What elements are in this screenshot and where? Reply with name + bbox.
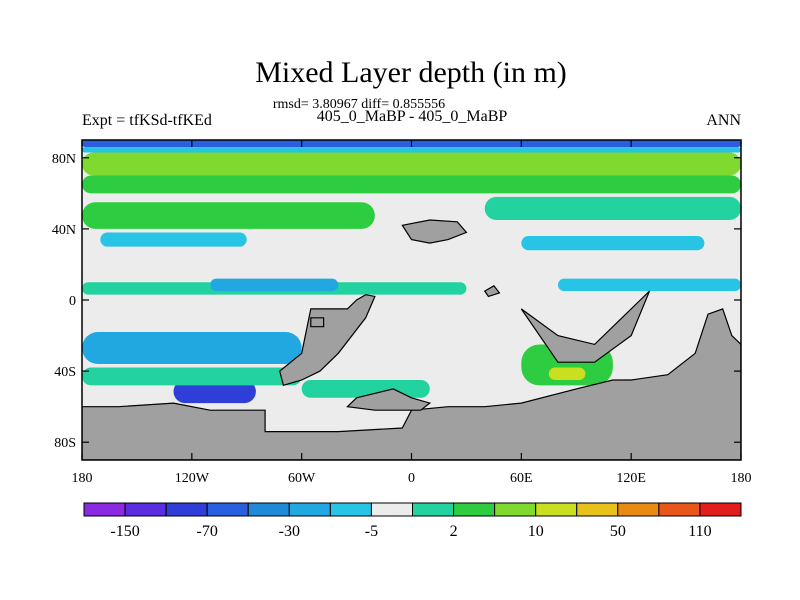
y-tick-label-0: 80N xyxy=(52,152,76,167)
colorbar-box-8 xyxy=(412,502,455,517)
colorbar-box-1 xyxy=(124,502,167,517)
land-mass-0 xyxy=(82,308,741,460)
colorbar-label-5: 10 xyxy=(528,523,544,540)
x-tick-label-2: 60W xyxy=(288,471,316,486)
y-tick-label-4: 80S xyxy=(54,436,76,451)
field-zone-13 xyxy=(82,367,302,386)
colorbar: -150 -70 -30 -5 2 10 50 110 xyxy=(83,502,742,540)
colorbar-label-3: -5 xyxy=(365,523,378,540)
y-tick-label-1: 40N xyxy=(52,223,76,238)
field-zone-12 xyxy=(173,380,256,404)
colorbar-box-7 xyxy=(370,502,413,517)
map-axes: 180 120W 60W 0 60E 120E 180 80N 40N 0 40S 80S xyxy=(52,140,752,486)
field-zone-5 xyxy=(484,196,741,220)
map-plot-area xyxy=(81,139,742,461)
colorbar-box-4 xyxy=(247,502,290,517)
colorbar-box-12 xyxy=(576,502,619,517)
field-zone-7 xyxy=(521,236,705,251)
colorbar-box-3 xyxy=(206,502,249,517)
field-zone-2 xyxy=(82,152,741,176)
colorbar-label-4: 2 xyxy=(450,523,458,540)
field-zone-3 xyxy=(82,175,741,194)
colorbar-box-0 xyxy=(83,502,126,517)
colorbar-box-2 xyxy=(165,502,208,517)
colorbar-box-11 xyxy=(535,502,578,517)
colorbar-box-6 xyxy=(329,502,372,517)
land-mass-1 xyxy=(279,294,376,387)
field-zone-9 xyxy=(210,278,339,292)
x-tick-label-1: 120W xyxy=(175,471,210,486)
x-tick-label-0: 180 xyxy=(72,471,93,486)
right-label: ANN xyxy=(706,112,741,129)
colorbar-label-7: 110 xyxy=(688,523,711,540)
land-mass-4 xyxy=(520,290,651,363)
colorbar-label-6: 50 xyxy=(610,523,626,540)
field-zone-4 xyxy=(82,202,375,229)
colorbar-box-9 xyxy=(453,502,496,517)
x-tick-label-5: 120E xyxy=(616,471,646,486)
center-label: 405_0_MaBP - 405_0_MaBP xyxy=(317,108,508,125)
colorbar-label-0: -150 xyxy=(110,523,139,540)
left-label: Expt = tfKSd-tfKEd xyxy=(82,112,212,129)
y-tick-label-2: 0 xyxy=(69,294,76,309)
chart-subtitle: rmsd= 3.80967 diff= 0.855556 xyxy=(273,97,445,112)
x-tick-label-6: 180 xyxy=(731,471,752,486)
land-mass-6 xyxy=(310,317,325,328)
y-tick-label-3: 40S xyxy=(54,365,76,380)
x-tick-label-3: 0 xyxy=(408,471,415,486)
colorbar-box-13 xyxy=(617,502,660,517)
colorbar-box-5 xyxy=(288,502,331,517)
land-mass-2 xyxy=(346,388,432,411)
land-mass-5 xyxy=(483,285,501,298)
chart-title: Mixed Layer depth (in m) xyxy=(255,56,567,89)
field-zone-15 xyxy=(548,367,586,380)
colorbar-box-14 xyxy=(658,502,701,517)
field-zone-10 xyxy=(557,278,741,292)
land-mass-3 xyxy=(401,219,468,244)
field-zone-11 xyxy=(82,332,302,364)
field-zone-1 xyxy=(82,147,741,153)
colorbar-box-15 xyxy=(699,502,742,517)
field-zone-6 xyxy=(100,232,247,247)
colorbar-box-10 xyxy=(494,502,537,517)
x-tick-label-4: 60E xyxy=(510,471,533,486)
colorbar-label-1: -70 xyxy=(197,523,218,540)
colorbar-label-2: -30 xyxy=(279,523,300,540)
